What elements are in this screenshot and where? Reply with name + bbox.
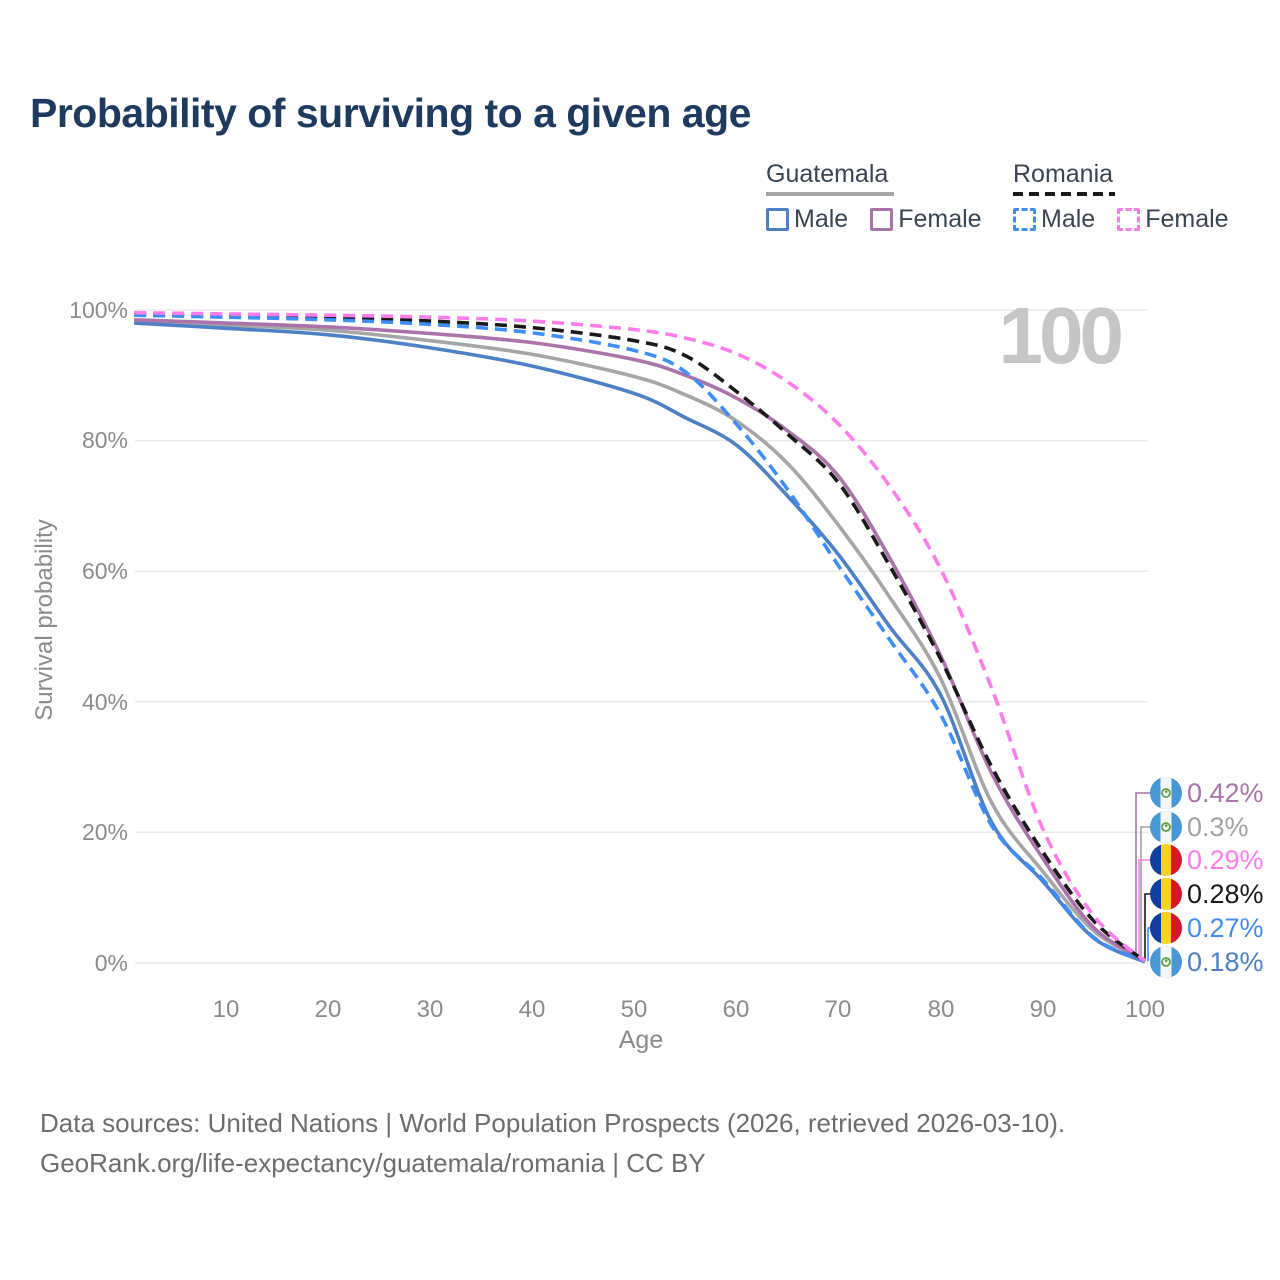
end-value-guatemala-male: 0.18% xyxy=(1187,946,1264,977)
end-label-leader-line xyxy=(1140,826,1152,962)
end-value-guatemala-both: 0.3% xyxy=(1187,811,1249,842)
x-tick-90: 90 xyxy=(1029,996,1057,1023)
end-label-leader-line xyxy=(1135,792,1152,961)
end-label-row: 0.29% xyxy=(1150,843,1264,877)
x-tick-100: 100 xyxy=(1124,996,1166,1023)
y-tick-20: 20% xyxy=(81,819,128,845)
legend-country-guatemala: Guatemala xyxy=(766,160,889,188)
end-value-romania-female: 0.29% xyxy=(1187,844,1264,875)
y-tick-100: 100% xyxy=(69,297,128,323)
legend-item-guatemala-female[interactable]: Female xyxy=(870,205,982,234)
romania-male-swatch-icon xyxy=(1013,208,1036,231)
guatemala-flag-icon xyxy=(1150,946,1182,978)
guatemala-female-swatch-icon xyxy=(870,208,894,231)
legend-item-romania-female[interactable]: Female xyxy=(1117,205,1229,234)
y-tick-80: 80% xyxy=(81,427,128,453)
legend-item-romania-male[interactable]: Male xyxy=(1013,205,1095,234)
end-value-guatemala-female: 0.42% xyxy=(1187,777,1264,808)
romania-flag-icon xyxy=(1150,844,1182,876)
guatemala-flag-icon xyxy=(1150,811,1182,843)
end-label-leader-line xyxy=(1144,893,1152,962)
x-tick-10: 10 xyxy=(212,996,240,1023)
attribution-url-text: GeoRank.org/life-expectancy/guatemala/ro… xyxy=(40,1148,706,1178)
guatemala-both-sexes-line xyxy=(134,319,1146,963)
y-tick-0: 0% xyxy=(94,950,128,976)
legend-label-romania-female: Female xyxy=(1145,205,1229,233)
guatemala-male-line xyxy=(134,321,1146,964)
end-label-row: 0.3% xyxy=(1150,810,1249,844)
x-tick-40: 40 xyxy=(518,996,546,1023)
end-label-row: 0.27% xyxy=(1150,911,1264,945)
end-value-romania-male: 0.27% xyxy=(1187,912,1264,943)
romania-male-line xyxy=(134,313,1146,963)
end-label-row: 0.42% xyxy=(1150,776,1264,810)
end-label-row: 0.28% xyxy=(1150,877,1264,911)
x-axis-title: Age xyxy=(618,1026,664,1054)
romania-flag-icon xyxy=(1150,878,1182,910)
legend-country-romania: Romania xyxy=(1013,160,1114,188)
x-tick-60: 60 xyxy=(722,996,750,1023)
guatemala-male-swatch-icon xyxy=(766,208,789,231)
legend-item-guatemala-male[interactable]: Male xyxy=(766,205,848,234)
romania-dashed-line-swatch xyxy=(1013,192,1115,196)
guatemala-flag-icon xyxy=(1150,777,1182,809)
end-value-romania-both: 0.28% xyxy=(1187,878,1264,909)
romania-female-line xyxy=(134,310,1147,963)
x-tick-20: 20 xyxy=(314,996,342,1023)
end-label-leader-line xyxy=(1138,859,1152,962)
legend-label-romania-male: Male xyxy=(1041,205,1096,233)
y-axis-title: Survival probability xyxy=(31,519,58,721)
data-sources-text: Data sources: United Nations | World Pop… xyxy=(40,1108,1066,1138)
romania-female-swatch-icon xyxy=(1117,208,1141,231)
x-tick-80: 80 xyxy=(927,996,955,1023)
x-tick-50: 50 xyxy=(620,996,648,1023)
legend-group-guatemala: Guatemala Male Female xyxy=(766,160,982,234)
romania-both-sexes-line xyxy=(134,312,1147,963)
guatemala-solid-line-swatch xyxy=(766,192,894,196)
x-tick-70: 70 xyxy=(824,996,852,1023)
y-tick-60: 60% xyxy=(81,558,128,584)
age-watermark: 100 xyxy=(998,291,1124,380)
end-label-row: 0.18% xyxy=(1150,945,1264,979)
page-title: Probability of surviving to a given age xyxy=(30,90,751,136)
romania-flag-icon xyxy=(1150,912,1182,944)
x-tick-30: 30 xyxy=(416,996,444,1023)
legend-label-guatemala-female: Female xyxy=(898,205,982,233)
legend-label-guatemala-male: Male xyxy=(794,205,849,233)
legend-group-romania: Romania Male Female xyxy=(1013,160,1229,234)
guatemala-female-line xyxy=(134,317,1146,962)
y-tick-40: 40% xyxy=(81,689,128,715)
